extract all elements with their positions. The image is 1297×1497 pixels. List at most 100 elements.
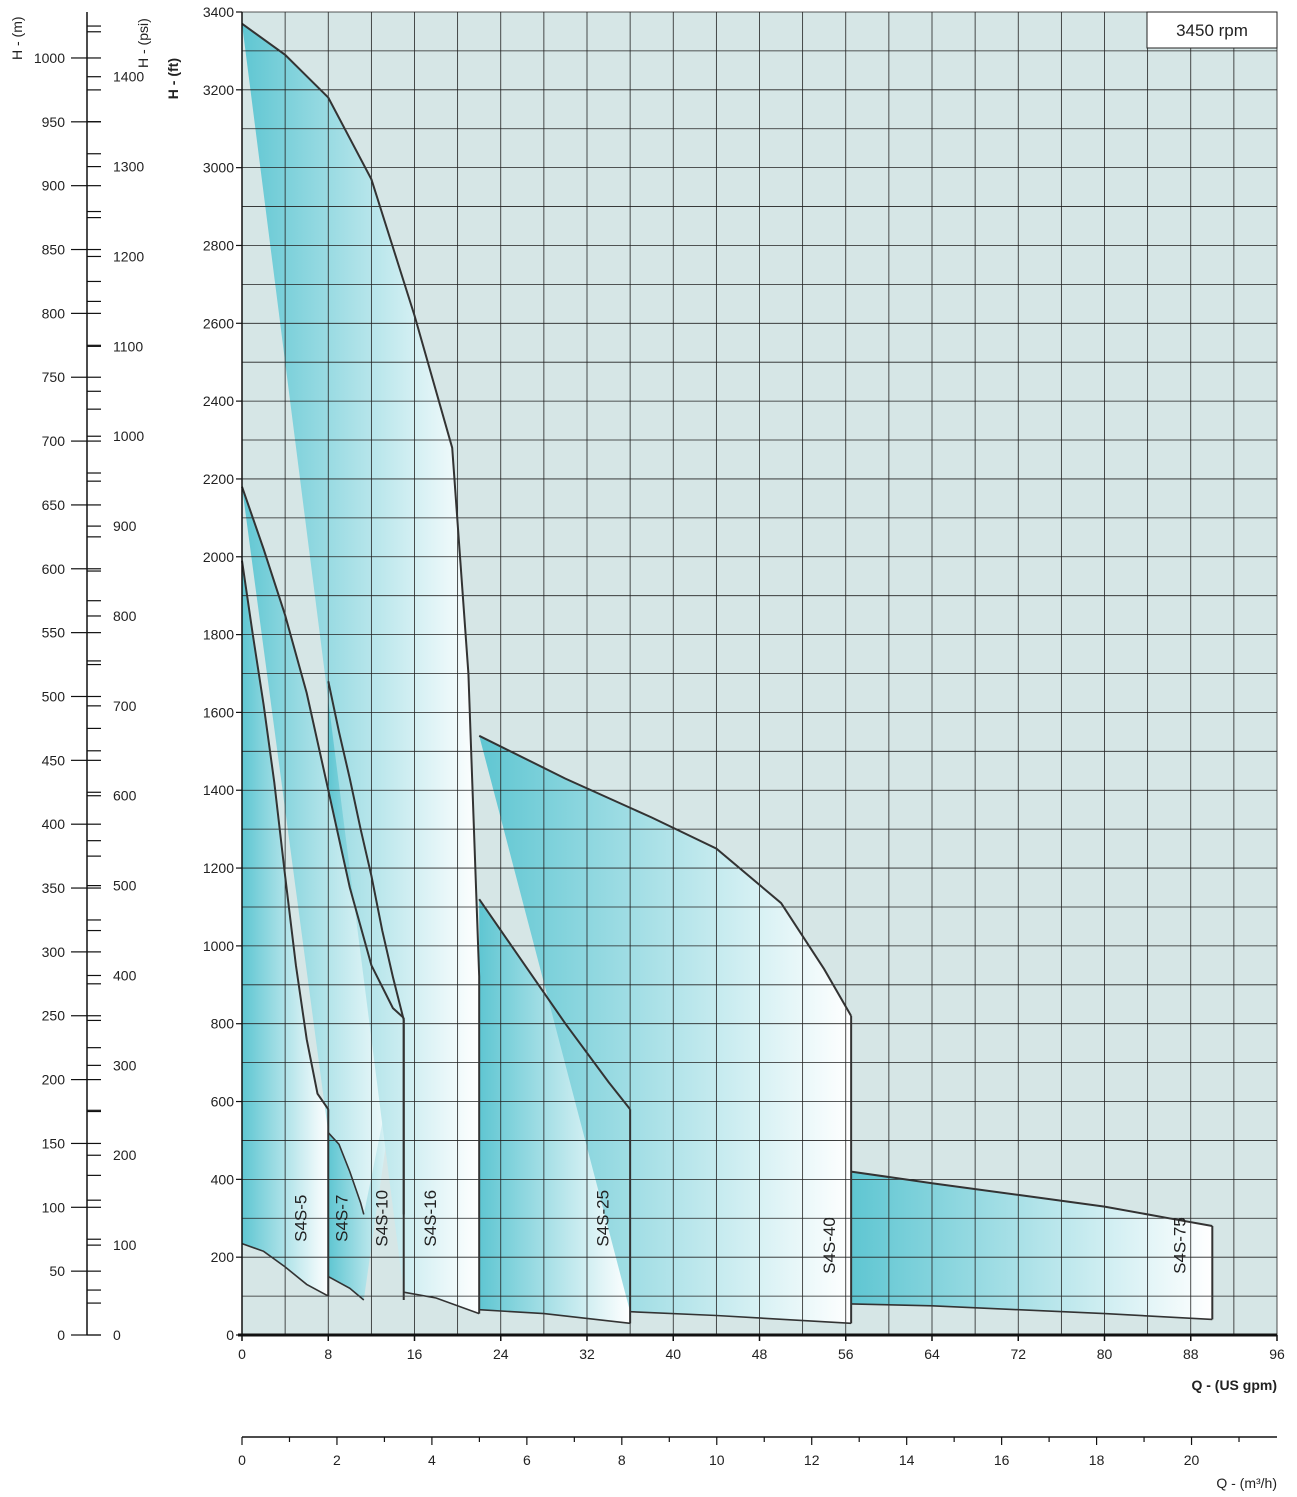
y-m-tick-label: 400 [42,816,66,832]
x-tick-label: 56 [838,1346,854,1362]
y-tick-label: 2600 [203,315,234,331]
series-curve-s4s-40 [478,734,852,1017]
series-label-s4s-25: S4S-25 [594,1190,613,1247]
series-label-s4s-10: S4S-10 [373,1190,392,1247]
y-tick-label: 1800 [203,627,234,643]
x2-tick-label: 14 [899,1452,915,1468]
y-m-tick-label: 550 [42,625,66,641]
y-tick-label: 3400 [203,4,234,20]
y-psi-tick-label: 600 [113,788,137,804]
y-psi-tick-label: 200 [113,1147,137,1163]
y-axis-title: H - (ft) [165,58,181,99]
y-psi-tick-label: 1200 [113,248,144,264]
x-tick-label: 32 [579,1346,595,1362]
x2-tick-label: 2 [333,1452,341,1468]
series-fill-s4s-25 [479,899,631,1324]
series-curve-s4s-16 [241,22,481,978]
x2-axis-title: Q - (m³/h) [1216,1475,1277,1491]
series-lower-curve-s4s-10 [327,1132,365,1215]
x2-tick-label: 10 [709,1452,725,1468]
y-psi-tick-label: 400 [113,967,137,983]
y-m-tick-label: 500 [42,688,66,704]
y-tick-label: 400 [211,1171,235,1187]
x-tick-label: 8 [324,1346,332,1362]
y-psi-tick-label: 900 [113,518,137,534]
y-psi-tick-label: 1100 [113,338,143,354]
y-m-tick-label: 900 [42,178,66,194]
series-curve-s4s-25 [478,898,631,1110]
x-tick-label: 40 [665,1346,681,1362]
series-labels: S4S-5 S4S-7 S4S-10 S4S-16 S4S-25 S4S-40 S4S-75 [292,1190,1190,1274]
y-psi-tick-label: 1400 [113,69,144,85]
series-fill-s4s-75 [851,1171,1213,1320]
y-m-tick-label: 50 [49,1263,65,1279]
series-fill-s4s-10 [242,486,404,1215]
y-psi-tick-label: 1000 [113,428,144,444]
y-m-tick-label: 300 [42,944,66,960]
y-tick-label: 800 [211,1016,235,1032]
y-m-tick-label: 850 [42,242,66,258]
y-m-tick-label: 600 [42,561,66,577]
x-tick-label: 72 [1010,1346,1026,1362]
y-m-tick-label: 350 [42,880,66,896]
series-lower-curve-s4s-40 [630,1310,852,1325]
x2-tick-label: 16 [994,1452,1010,1468]
y-tick-label: 2000 [203,549,234,565]
y-psi-tick-label: 100 [113,1237,137,1253]
series-lower-curve-s4s-5 [241,1242,329,1297]
y-tick-label: 3200 [203,82,234,98]
y-psi-tick-label: 700 [113,698,137,714]
series-lower-curve-s4s-7 [327,1275,365,1301]
y-m-tick-label: 200 [42,1072,66,1088]
speed-legend: 3450 rpm [1146,11,1278,49]
series-fill-s4s-16 [242,23,480,1314]
x-axis-title: Q - (US gpm) [1191,1377,1277,1393]
y-psi-tick-label: 1300 [113,159,144,175]
series-curves [241,22,1214,1325]
x2-tick-label: 4 [428,1452,436,1468]
y-psi-tick-label: 500 [113,878,137,894]
series-label-s4s-75: S4S-75 [1170,1217,1189,1274]
y-tick-label: 3000 [203,160,234,176]
series-lower-curve-s4s-25 [479,1308,631,1325]
y-psi-axis-title: H - (psi) [135,18,151,68]
y-tick-label: 1400 [203,782,234,798]
series-lower-curve-s4s-75 [851,1303,1213,1321]
y-m-tick-label: 150 [42,1135,66,1151]
series-label-s4s-40: S4S-40 [820,1217,839,1274]
y-tick-label: 1600 [203,704,234,720]
x-tick-label: 48 [752,1346,768,1362]
y-tick-label: 600 [211,1094,235,1110]
x-tick-label: 24 [493,1346,509,1362]
y-m-tick-label: 250 [42,1008,66,1024]
y-psi-tick-label: 800 [113,608,137,624]
speed-legend-box [1146,11,1278,49]
series-curve-s4s-10 [241,486,405,1019]
x-tick-label: 16 [407,1346,423,1362]
y-tick-label: 1200 [203,860,234,876]
y-tick-label: 2200 [203,471,234,487]
y-m-tick-label: 800 [42,305,66,321]
y-m-tick-label: 450 [42,752,66,768]
x2-tick-label: 6 [523,1452,531,1468]
x2-tick-label: 8 [618,1452,626,1468]
series-lower-curve-s4s-16 [403,1291,480,1315]
y-m-tick-label: 1000 [34,50,65,66]
y-m-tick-label: 100 [42,1199,66,1215]
y-m-tick-label: 950 [42,114,66,130]
y-m-tick-label: 750 [42,369,66,385]
x2-tick-label: 12 [804,1452,820,1468]
y-tick-label: 2400 [203,393,234,409]
y-tick-label: 2800 [203,237,234,253]
y-psi-tick-label: 300 [113,1057,137,1073]
series-fill-s4s-40 [479,735,852,1324]
series-curve-s4s-5 [241,560,330,1110]
y-m-tick-label: 650 [42,497,66,513]
speed-label: 3450 rpm [1176,21,1248,40]
series-fills [242,23,1213,1324]
y-tick-label: 200 [211,1249,235,1265]
x-tick-label: 80 [1097,1346,1113,1362]
y-m-tick-label: 700 [42,433,66,449]
